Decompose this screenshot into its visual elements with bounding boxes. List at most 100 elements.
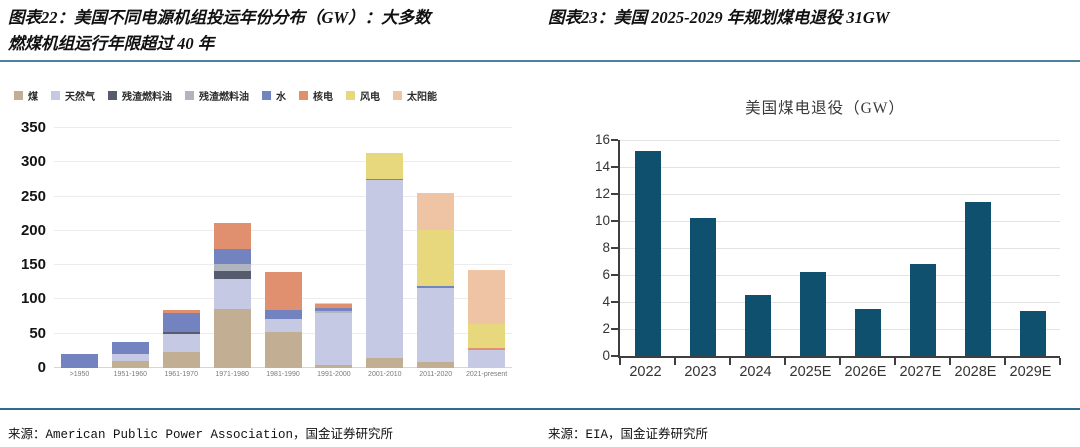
right-chart-x-axis-labels: 2022 2023 2024 2025E 2026E 2027E 2028E 2029E xyxy=(618,364,1058,380)
gridline xyxy=(54,195,512,197)
legend-swatch-icon xyxy=(51,91,60,100)
bar-segment xyxy=(468,269,506,325)
legend-item: 太阳能 xyxy=(393,88,437,103)
bar-segment xyxy=(111,341,149,355)
y-tick-label: 0 xyxy=(37,359,46,376)
legend-label: 残渣燃料油 xyxy=(199,92,249,103)
left-chart-plot-area xyxy=(54,127,512,368)
bar-segment xyxy=(417,286,455,288)
bar-segment xyxy=(162,310,200,314)
y-tick-label: 100 xyxy=(20,290,46,308)
legend-item: 核电 xyxy=(299,88,333,103)
x-axis-tick xyxy=(1059,358,1061,365)
legend-label: 煤 xyxy=(28,92,38,103)
y-tick-label: 250 xyxy=(20,187,46,205)
right-chart-y-axis-labels: 0 2 4 6 8 10 12 14 16 xyxy=(578,132,610,363)
x-axis-tick xyxy=(674,358,676,365)
bar-segment xyxy=(468,324,506,349)
legend-swatch-icon xyxy=(393,91,402,100)
caption-divider-line xyxy=(0,60,1080,62)
x-tick-label: 2011-2020 xyxy=(419,371,453,378)
y-tick-label: 350 xyxy=(20,119,46,136)
bar-segment xyxy=(366,178,404,181)
legend-label: 水 xyxy=(276,92,286,103)
legend-label: 天然气 xyxy=(65,92,95,103)
bar-segment xyxy=(162,334,200,352)
bar-segment xyxy=(213,278,251,310)
x-tick-label: 1991-2000 xyxy=(317,371,351,378)
bar-segment xyxy=(417,192,455,230)
stacked-bar xyxy=(315,128,353,368)
gridline xyxy=(620,194,1060,195)
bar-segment xyxy=(417,287,455,362)
legend-label: 核电 xyxy=(313,92,333,103)
left-chart-y-axis-labels: 0 50 100 150 200 250 300 350 xyxy=(4,119,46,376)
figure22-caption: 图表22：美国不同电源机组投运年份分布（GW）：大多数 燃煤机组运行年限超过 4… xyxy=(8,5,536,57)
bar-column xyxy=(156,128,207,368)
bar-column xyxy=(54,128,105,368)
x-tick-label: 2029E xyxy=(1009,364,1052,380)
bar-column xyxy=(950,140,1005,356)
y-axis-tick xyxy=(611,220,618,222)
bar-segment xyxy=(111,361,149,368)
legend-swatch-icon xyxy=(299,91,308,100)
bar-column xyxy=(840,140,895,356)
bar-segment xyxy=(162,331,200,335)
x-axis-tick xyxy=(1004,358,1006,365)
y-axis-tick xyxy=(611,139,618,141)
y-tick-label: 4 xyxy=(602,294,610,309)
x-tick-label: >1950 xyxy=(69,371,90,378)
y-tick-label: 6 xyxy=(602,267,610,282)
bar-segment xyxy=(60,353,98,368)
bar-segment xyxy=(315,303,353,308)
bar-segment xyxy=(264,272,302,310)
gridline xyxy=(54,161,512,163)
right-chart-bars xyxy=(620,140,1060,356)
bar-column xyxy=(675,140,730,356)
legend-item: 风电 xyxy=(346,88,380,103)
stacked-bar xyxy=(60,128,98,368)
bar-column xyxy=(359,128,410,368)
legend-swatch-icon xyxy=(14,91,23,100)
bar-segment xyxy=(213,222,251,250)
bar-segment xyxy=(366,180,404,358)
x-axis-tick xyxy=(729,358,731,365)
bar-segment xyxy=(264,309,302,319)
x-axis-tick xyxy=(619,358,621,365)
bar-column xyxy=(895,140,950,356)
bar-column xyxy=(1005,140,1060,356)
figure23-caption: 图表23：美国 2025-2029 年规划煤电退役 31GW xyxy=(548,8,890,27)
y-tick-label: 12 xyxy=(594,186,610,201)
y-tick-label: 0 xyxy=(602,348,610,363)
y-axis-tick xyxy=(611,166,618,168)
bar-column xyxy=(308,128,359,368)
legend-label: 风电 xyxy=(360,92,380,103)
gridline xyxy=(620,248,1060,249)
bar-column xyxy=(461,128,512,368)
bar-segment xyxy=(213,249,251,264)
legend-item: 残渣燃料油 xyxy=(108,88,172,103)
bar-column xyxy=(105,128,156,368)
x-tick-label: 2027E xyxy=(899,364,942,380)
legend-swatch-icon xyxy=(346,91,355,100)
x-tick-label: 1981-1990 xyxy=(266,371,300,378)
bar-segment xyxy=(417,229,455,287)
y-tick-label: 200 xyxy=(20,221,46,239)
legend-swatch-icon xyxy=(262,91,271,100)
bar-segment xyxy=(468,349,506,368)
x-tick-label: 2024 xyxy=(739,364,772,380)
bar-segment xyxy=(315,311,353,314)
left-chart-bars xyxy=(54,128,512,368)
x-tick-label: 2023 xyxy=(684,364,717,380)
legend-swatch-icon xyxy=(108,91,117,100)
x-axis-tick xyxy=(949,358,951,365)
bar-segment xyxy=(213,263,251,272)
right-chart-source: 来源：EIA，国金证券研究所 xyxy=(548,428,709,442)
bar-segment xyxy=(315,364,353,368)
y-axis-tick xyxy=(611,247,618,249)
bar-segment xyxy=(264,319,302,333)
stacked-bar xyxy=(417,128,455,368)
y-axis-tick xyxy=(611,301,618,303)
stacked-bar xyxy=(213,128,251,368)
y-tick-label: 50 xyxy=(29,324,46,342)
